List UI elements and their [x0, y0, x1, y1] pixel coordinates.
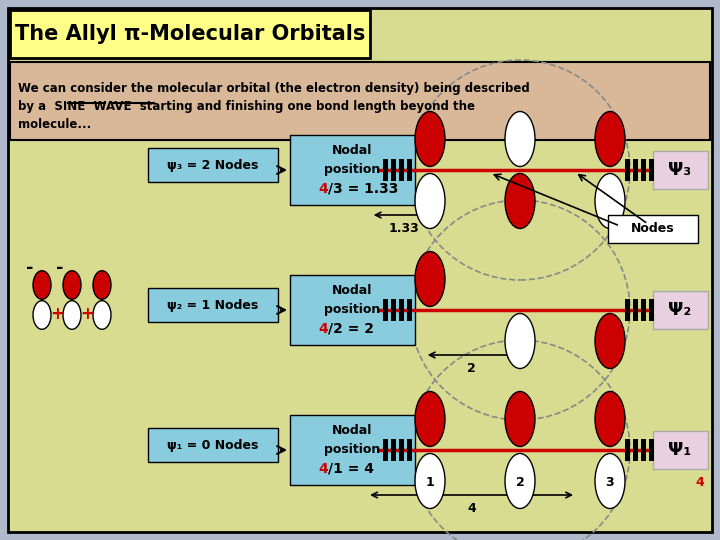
- Text: -: -: [26, 259, 34, 277]
- Text: /3 = 1.33: /3 = 1.33: [328, 182, 398, 196]
- Text: Nodal: Nodal: [332, 285, 372, 298]
- Text: position: position: [324, 163, 380, 176]
- Bar: [391, 299, 396, 321]
- Bar: [653, 151, 708, 189]
- Bar: [407, 439, 412, 461]
- Bar: [633, 159, 638, 181]
- Text: 2: 2: [516, 476, 524, 489]
- Text: Ψ₁: Ψ₁: [668, 441, 692, 459]
- Text: /1 = 4: /1 = 4: [328, 462, 374, 476]
- Text: position: position: [324, 302, 380, 315]
- Text: We can consider the molecular orbital (the electron density) being described: We can consider the molecular orbital (t…: [18, 82, 530, 95]
- Text: +: +: [80, 305, 94, 323]
- Text: 4: 4: [696, 476, 704, 489]
- Ellipse shape: [93, 301, 111, 329]
- Text: The Allyl π-Molecular Orbitals: The Allyl π-Molecular Orbitals: [15, 24, 365, 44]
- Bar: [625, 159, 630, 181]
- Bar: [649, 299, 654, 321]
- Bar: [383, 159, 388, 181]
- Text: +: +: [50, 305, 64, 323]
- Bar: [290, 275, 415, 345]
- Ellipse shape: [595, 173, 625, 228]
- Ellipse shape: [595, 454, 625, 509]
- Text: ψ₁ = 0 Nodes: ψ₁ = 0 Nodes: [167, 438, 258, 451]
- Ellipse shape: [415, 173, 445, 228]
- Bar: [399, 159, 404, 181]
- Bar: [399, 439, 404, 461]
- Text: 4: 4: [467, 503, 476, 516]
- Text: Ψ₂: Ψ₂: [668, 301, 692, 319]
- Bar: [148, 148, 278, 182]
- Bar: [653, 431, 708, 469]
- Ellipse shape: [415, 392, 445, 447]
- Bar: [608, 215, 698, 243]
- Text: Nodes: Nodes: [631, 222, 675, 235]
- Bar: [391, 159, 396, 181]
- Bar: [383, 439, 388, 461]
- Bar: [148, 288, 278, 322]
- Text: Ψ₃: Ψ₃: [668, 161, 692, 179]
- Ellipse shape: [93, 271, 111, 299]
- Text: /2 = 2: /2 = 2: [328, 322, 374, 336]
- Ellipse shape: [595, 314, 625, 368]
- Text: Nodal: Nodal: [332, 145, 372, 158]
- Ellipse shape: [505, 314, 535, 368]
- Ellipse shape: [33, 301, 51, 329]
- Ellipse shape: [505, 454, 535, 509]
- Bar: [290, 415, 415, 485]
- Bar: [641, 159, 646, 181]
- Bar: [148, 428, 278, 462]
- Ellipse shape: [415, 252, 445, 307]
- Bar: [625, 439, 630, 461]
- Text: 1: 1: [426, 476, 434, 489]
- Bar: [399, 299, 404, 321]
- Bar: [625, 299, 630, 321]
- Ellipse shape: [595, 392, 625, 447]
- Bar: [290, 135, 415, 205]
- Bar: [407, 299, 412, 321]
- Bar: [641, 439, 646, 461]
- Ellipse shape: [415, 111, 445, 166]
- Ellipse shape: [505, 392, 535, 447]
- Text: 4: 4: [318, 322, 328, 336]
- Ellipse shape: [33, 271, 51, 299]
- Text: 4: 4: [318, 462, 328, 476]
- Ellipse shape: [505, 173, 535, 228]
- Text: 3: 3: [606, 476, 614, 489]
- Bar: [641, 299, 646, 321]
- Ellipse shape: [595, 111, 625, 166]
- Text: 4: 4: [318, 182, 328, 196]
- Bar: [649, 439, 654, 461]
- Bar: [649, 159, 654, 181]
- Bar: [633, 439, 638, 461]
- Text: molecule...: molecule...: [18, 118, 91, 131]
- Text: position: position: [324, 442, 380, 456]
- Text: ψ₃ = 2 Nodes: ψ₃ = 2 Nodes: [167, 159, 258, 172]
- Bar: [10, 10, 370, 58]
- Text: by a  SINE  WAVE  starting and finishing one bond length beyond the: by a SINE WAVE starting and finishing on…: [18, 100, 475, 113]
- Ellipse shape: [505, 111, 535, 166]
- Bar: [653, 291, 708, 329]
- Bar: [391, 439, 396, 461]
- Ellipse shape: [63, 271, 81, 299]
- Ellipse shape: [63, 301, 81, 329]
- Bar: [383, 299, 388, 321]
- Bar: [633, 299, 638, 321]
- Text: ψ₂ = 1 Nodes: ψ₂ = 1 Nodes: [167, 299, 258, 312]
- Text: 2: 2: [467, 362, 476, 375]
- Text: -: -: [56, 259, 64, 277]
- Text: 1.33: 1.33: [389, 222, 419, 235]
- Ellipse shape: [415, 454, 445, 509]
- Bar: [407, 159, 412, 181]
- Bar: [10, 62, 710, 140]
- Text: Nodal: Nodal: [332, 424, 372, 437]
